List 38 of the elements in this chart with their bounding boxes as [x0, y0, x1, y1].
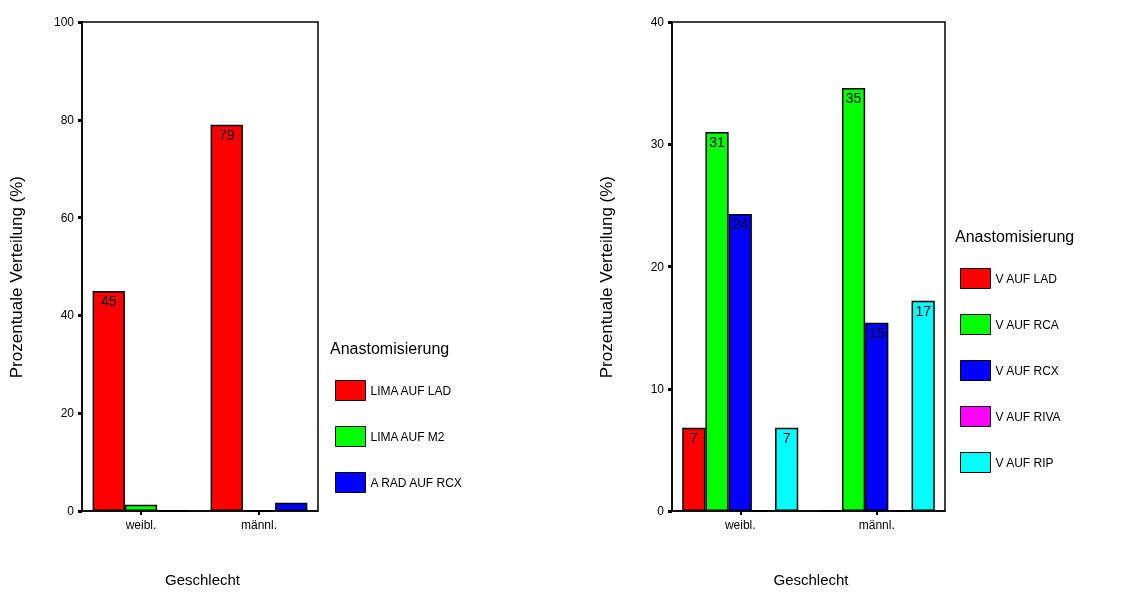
data-label: 31 [709, 134, 726, 151]
legend-title: Anastomisierung [955, 227, 1075, 245]
y-tick-label: 0 [67, 504, 75, 518]
data-label: 79 [218, 126, 235, 143]
y-tick-label: 40 [60, 308, 75, 323]
y-tick-label: 0 [657, 504, 665, 518]
y-tick-label: 60 [60, 210, 75, 225]
data-label: 24 [732, 215, 749, 232]
y-tick-label: 20 [60, 406, 75, 421]
y-axis-title: Prozentuale Verteilung (%) [597, 175, 616, 379]
x-tick-label: weibl. [124, 518, 157, 532]
x-axis-title: Geschlecht [773, 571, 850, 588]
legend-title: Anastomisierung [330, 339, 450, 357]
data-label: 7 [689, 429, 698, 446]
x-tick-label: männl. [240, 518, 278, 532]
y-tick-label: 100 [53, 15, 75, 29]
x-tick-label: männl. [858, 518, 895, 532]
data-label: 17 [915, 302, 932, 319]
y-tick-label: 20 [650, 259, 665, 274]
legend-label: V AUF RIP [995, 455, 1054, 470]
x-tick-label: weibl. [723, 518, 756, 532]
y-tick-label: 40 [650, 15, 665, 29]
y-axis-title: Prozentuale Verteilung (%) [7, 175, 26, 379]
y-tick-label: 10 [650, 381, 665, 396]
y-tick-label: 30 [650, 137, 665, 152]
data-label: 15 [868, 324, 885, 341]
legend-label: LIMA AUF M2 [370, 429, 445, 444]
legend-label: V AUF RIVA [995, 409, 1061, 424]
legend-label: LIMA AUF LAD [370, 383, 452, 398]
data-label: 35 [845, 90, 862, 107]
legend-label: V AUF RCX [995, 363, 1059, 378]
legend-label: V AUF RCA [995, 317, 1059, 332]
data-label: 7 [782, 429, 791, 446]
data-label: 45 [100, 292, 117, 309]
y-tick-label: 80 [60, 112, 75, 127]
legend-label: A RAD AUF RCX [370, 475, 462, 490]
legend-label: V AUF LAD [995, 271, 1058, 286]
x-axis-title: Geschlecht [165, 571, 241, 588]
